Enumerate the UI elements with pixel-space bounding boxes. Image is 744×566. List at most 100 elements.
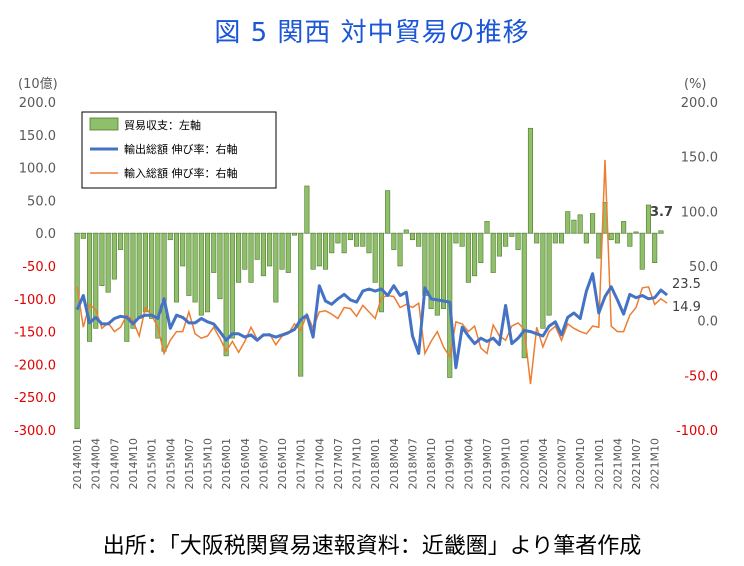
x-tick-label: 2018M04 bbox=[388, 438, 401, 489]
growth-lines bbox=[75, 159, 669, 385]
balance-bar bbox=[527, 127, 534, 234]
right-axis-ticks: 200.0 150.0 100.0 50.0 0.0 -50.0 -100.0 bbox=[676, 96, 718, 439]
legend-label-balance: 貿易収支：左軸 bbox=[124, 118, 201, 132]
x-tick-label: 2015M07 bbox=[183, 438, 196, 489]
balance-bar bbox=[614, 232, 620, 244]
right-tick-label: 200.0 bbox=[681, 96, 718, 111]
balance-bar bbox=[372, 232, 378, 283]
balance-bar bbox=[285, 232, 291, 273]
balance-bar bbox=[403, 229, 409, 234]
balance-bar bbox=[360, 232, 366, 247]
balance-bar bbox=[242, 232, 248, 270]
x-tick-label: 2020M07 bbox=[556, 438, 569, 489]
x-tick-label: 2019M07 bbox=[481, 438, 494, 489]
balance-bar bbox=[416, 232, 422, 247]
x-tick-label: 2021M01 bbox=[593, 438, 606, 489]
right-tick-label: -50.0 bbox=[684, 369, 718, 384]
balance-bar bbox=[260, 232, 266, 277]
balance-bar bbox=[621, 221, 627, 234]
balance-bar bbox=[409, 232, 416, 241]
import-growth-line bbox=[76, 159, 668, 385]
left-tick-label: -50.0 bbox=[22, 260, 56, 275]
x-tick-label: 2020M10 bbox=[574, 438, 587, 489]
source-note: 出所：「大阪税関貿易速報資料：近畿圏」より筆者作成 bbox=[102, 534, 642, 559]
x-tick-label: 2018M10 bbox=[425, 438, 438, 489]
balance-bar bbox=[608, 232, 614, 241]
balance-bar bbox=[80, 232, 86, 239]
balance-bar bbox=[273, 232, 279, 303]
x-tick-label: 2018M01 bbox=[369, 438, 382, 489]
data-label-export-last: 23.5 bbox=[672, 277, 701, 292]
x-tick-label: 2020M04 bbox=[537, 438, 550, 489]
balance-bar bbox=[173, 232, 180, 303]
balance-bar bbox=[434, 232, 440, 316]
x-tick-label: 2016M07 bbox=[257, 438, 270, 489]
chart-title: 図 5 関西 対中貿易の推移 bbox=[214, 18, 530, 48]
balance-bar bbox=[316, 232, 322, 267]
balance-bar bbox=[341, 232, 347, 254]
x-tick-label: 2015M04 bbox=[164, 438, 177, 489]
balance-bar bbox=[217, 232, 223, 300]
balance-bar bbox=[180, 232, 186, 267]
balance-bar bbox=[558, 232, 565, 244]
balance-bar bbox=[652, 232, 658, 264]
balance-bar bbox=[465, 232, 471, 283]
balance-bar bbox=[428, 232, 434, 309]
balance-bar bbox=[366, 232, 372, 254]
balance-bar bbox=[571, 219, 577, 234]
balance-bar bbox=[254, 232, 260, 260]
balance-bar bbox=[229, 232, 235, 339]
balance-bar bbox=[565, 211, 571, 234]
balance-bar bbox=[223, 232, 229, 357]
balance-bar bbox=[124, 232, 130, 342]
left-tick-label: -300.0 bbox=[14, 424, 56, 439]
x-tick-label: 2014M10 bbox=[127, 438, 140, 489]
left-tick-label: -200.0 bbox=[14, 358, 56, 373]
balance-bar bbox=[161, 232, 167, 352]
x-axis-ticks: 2014M01 2014M04 2014M07 2014M10 2015M01 2015M… bbox=[71, 438, 662, 489]
left-axis-ticks: 200.0 150.0 100.0 50.0 0.0 -50.0 -100.0 -150.0 -… bbox=[14, 96, 56, 439]
balance-bar bbox=[633, 231, 639, 234]
x-tick-label: 2016M10 bbox=[276, 438, 289, 489]
balance-bar bbox=[186, 232, 192, 296]
balance-bar bbox=[211, 232, 217, 273]
balance-bar bbox=[590, 213, 596, 234]
x-tick-label: 2017M04 bbox=[313, 438, 326, 489]
balance-bar bbox=[546, 232, 552, 316]
left-axis-unit: (10億) bbox=[18, 76, 58, 92]
x-tick-label: 2014M07 bbox=[108, 438, 121, 489]
balance-bar bbox=[93, 232, 99, 329]
balance-bar bbox=[142, 232, 148, 313]
balance-bar bbox=[329, 232, 335, 254]
balance-bar bbox=[130, 232, 136, 329]
balance-bar bbox=[472, 232, 478, 277]
balance-bar bbox=[478, 232, 484, 264]
balance-bars bbox=[74, 127, 664, 429]
left-tick-label: -100.0 bbox=[14, 293, 56, 308]
balance-bar bbox=[279, 232, 285, 270]
balance-bar bbox=[291, 232, 298, 236]
export-growth-line bbox=[75, 272, 669, 370]
balance-bar bbox=[490, 232, 496, 273]
legend-label-export: 輸出総額 伸び率：右軸 bbox=[124, 142, 238, 156]
right-tick-label: 0.0 bbox=[697, 315, 718, 330]
balance-bar bbox=[645, 204, 652, 234]
balance-bar bbox=[378, 232, 384, 313]
balance-bar bbox=[440, 232, 447, 309]
balance-bar bbox=[385, 190, 391, 234]
left-tick-label: 100.0 bbox=[19, 162, 56, 177]
balance-bar bbox=[453, 232, 459, 244]
left-tick-label: -250.0 bbox=[14, 391, 56, 406]
balance-bar bbox=[639, 232, 645, 270]
balance-bar bbox=[267, 232, 273, 267]
legend-swatch-balance bbox=[89, 117, 119, 131]
left-tick-label: 50.0 bbox=[27, 194, 56, 209]
balance-bar bbox=[335, 232, 341, 244]
x-tick-label: 2014M04 bbox=[90, 438, 103, 489]
legend-label-import: 輸入総額 伸び率：右軸 bbox=[124, 166, 238, 180]
balance-bar bbox=[86, 232, 93, 342]
balance-bar bbox=[552, 232, 558, 244]
right-tick-label: 150.0 bbox=[681, 151, 718, 166]
balance-bar bbox=[354, 232, 360, 247]
balance-bar bbox=[248, 232, 254, 283]
